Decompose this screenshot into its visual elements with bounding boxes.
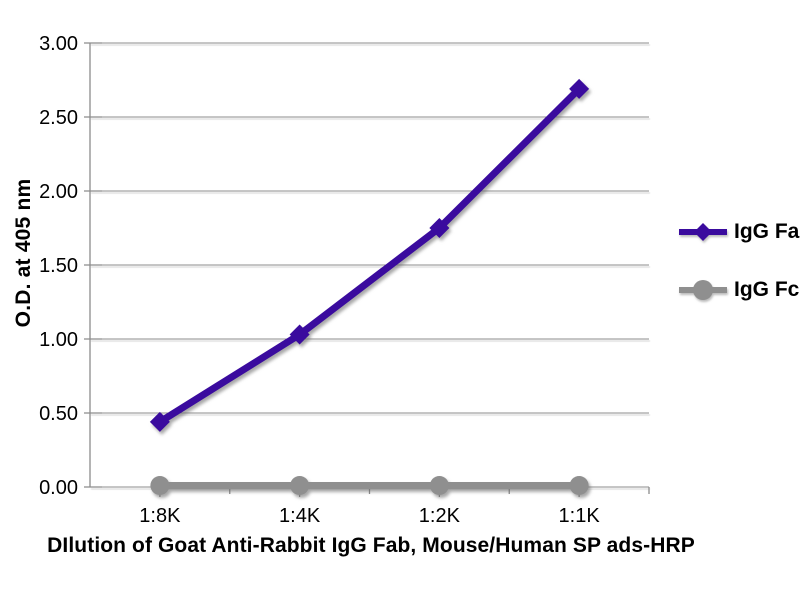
x-tick-label: 1:1K xyxy=(559,505,601,527)
legend-label-igg-fc: IgG Fc xyxy=(734,278,800,301)
series-igg-fc xyxy=(150,476,589,496)
gridlines xyxy=(90,42,649,488)
data-point-circle xyxy=(569,476,589,496)
series-line xyxy=(156,85,583,426)
legend-item-igg-fab: IgG Fab xyxy=(677,219,800,245)
y-axis-title: O.D. at 405 nm xyxy=(12,178,35,328)
tick-labels: 0.00 0.50 1.00 1.50 2.00 2.50 3.00 1:8K 1:4K 1:2K… xyxy=(39,33,600,527)
data-point-circle xyxy=(150,476,170,496)
igg-fc-line-circle-icon xyxy=(679,280,727,300)
x-tick-label: 1:8K xyxy=(139,505,181,527)
igg-fab-line-diamond-icon xyxy=(679,223,727,241)
y-tick-label: 1.50 xyxy=(39,255,78,277)
y-tick-label: 3.00 xyxy=(39,33,78,55)
data-point-circle xyxy=(429,476,449,496)
y-tick-label: 2.00 xyxy=(39,181,78,203)
data-point-diamond xyxy=(289,324,310,345)
data-point-diamond xyxy=(149,411,170,432)
x-tick-label: 1:2K xyxy=(419,505,461,527)
series-igg-fab xyxy=(149,78,590,432)
y-tick-label: 2.50 xyxy=(39,107,78,129)
legend-label-igg-fab: IgG Fab xyxy=(734,220,800,243)
data-point-diamond xyxy=(569,78,590,99)
data-point-diamond xyxy=(429,218,450,238)
legend-item-igg-fc: IgG Fc xyxy=(677,277,799,303)
axes xyxy=(84,42,650,497)
x-axis-title: DIlution of Goat Anti-Rabbit IgG Fab, Mo… xyxy=(47,534,695,557)
x-tick-label: 1:4K xyxy=(279,505,321,527)
data-point-circle xyxy=(290,476,310,496)
y-tick-label: 0.00 xyxy=(39,477,78,499)
y-tick-label: 1.00 xyxy=(39,329,78,351)
y-tick-label: 0.50 xyxy=(39,403,78,425)
